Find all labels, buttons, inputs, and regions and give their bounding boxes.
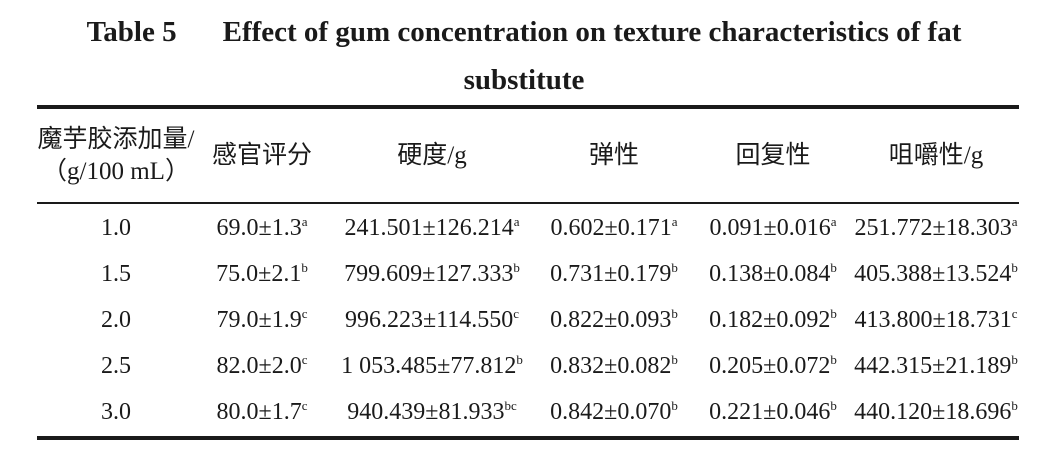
table-cell: 251.772±18.303a bbox=[854, 213, 1018, 241]
table-cell: 0.205±0.072b bbox=[709, 351, 837, 379]
column-header-springiness: 弹性 bbox=[588, 141, 639, 169]
header-row: 魔芋胶添加量/（g/100 mL） 感官评分 硬度/g 弹性 回复性 咀嚼性/g bbox=[37, 109, 1019, 202]
table-cell: 0.842±0.070b bbox=[550, 397, 678, 425]
table-cell: 405.388±13.524b bbox=[854, 259, 1018, 287]
column-header-sensory-score: 感官评分 bbox=[211, 141, 312, 169]
table-cell: 80.0±1.7c bbox=[216, 397, 308, 425]
table-cell: 0.731±0.179b bbox=[550, 259, 678, 287]
table-cell: 1.5 bbox=[101, 260, 131, 287]
table-cell: 79.0±1.9c bbox=[216, 305, 308, 333]
column-header-gum-dose: 魔芋胶添加量/（g/100 mL） bbox=[37, 125, 195, 185]
data-table: 魔芋胶添加量/（g/100 mL） 感官评分 硬度/g 弹性 回复性 咀嚼性/g… bbox=[37, 109, 1019, 435]
table-cell: 0.182±0.092b bbox=[709, 305, 837, 333]
column-header-chewiness: 咀嚼性/g bbox=[888, 141, 984, 169]
table-cell: 442.315±21.189b bbox=[854, 351, 1018, 379]
table-cell: 1.0 bbox=[101, 214, 131, 241]
caption-line-2: substitute bbox=[463, 64, 585, 96]
table-cell: 82.0±2.0c bbox=[216, 351, 308, 379]
table-cell: 413.800±18.731c bbox=[854, 305, 1018, 333]
table-row: 2.0 79.0±1.9c 996.223±114.550c 0.822±0.0… bbox=[37, 297, 1019, 343]
table-cell: 440.120±18.696b bbox=[854, 397, 1018, 425]
table-cell: 69.0±1.3a bbox=[216, 213, 308, 241]
table-cell: 0.602±0.171a bbox=[550, 213, 678, 241]
table-cell: 241.501±126.214a bbox=[344, 213, 520, 241]
table-number: Table 5 bbox=[86, 16, 177, 48]
table-cell: 2.0 bbox=[101, 306, 131, 333]
table-cell: 940.439±81.933bc bbox=[347, 397, 517, 425]
column-header-resilience: 回复性 bbox=[735, 141, 811, 169]
bottom-rule bbox=[37, 436, 1019, 440]
table-cell: 996.223±114.550c bbox=[344, 305, 520, 333]
table-cell: 75.0±2.1b bbox=[216, 259, 308, 287]
table-cell: 3.0 bbox=[101, 398, 131, 425]
table-cell: 0.832±0.082b bbox=[550, 351, 678, 379]
table-title: Effect of gum concentration on texture c… bbox=[222, 16, 962, 48]
table-row: 1.0 69.0±1.3a 241.501±126.214a 0.602±0.1… bbox=[37, 202, 1019, 251]
table-row: 3.0 80.0±1.7c 940.439±81.933bc 0.842±0.0… bbox=[37, 389, 1019, 435]
table-cell: 0.221±0.046b bbox=[709, 397, 837, 425]
table-row: 1.5 75.0±2.1b 799.609±127.333b 0.731±0.1… bbox=[37, 251, 1019, 297]
header-rule bbox=[37, 202, 1019, 204]
table-cell: 0.138±0.084b bbox=[709, 259, 837, 287]
top-rule bbox=[37, 105, 1019, 109]
column-header-hardness: 硬度/g bbox=[397, 141, 467, 169]
table-cell: 2.5 bbox=[101, 352, 131, 379]
table-row: 2.5 82.0±2.0c 1 053.485±77.812b 0.832±0.… bbox=[37, 343, 1019, 389]
table-cell: 0.091±0.016a bbox=[709, 213, 837, 241]
table-cell: 1 053.485±77.812b bbox=[341, 351, 523, 379]
table-cell: 0.822±0.093b bbox=[550, 305, 678, 333]
caption-line-1: Table 5 Effect of gum concentration on te… bbox=[0, 8, 1048, 56]
table-cell: 799.609±127.333b bbox=[344, 259, 520, 287]
table-caption: Table 5 Effect of gum concentration on te… bbox=[0, 8, 1048, 104]
